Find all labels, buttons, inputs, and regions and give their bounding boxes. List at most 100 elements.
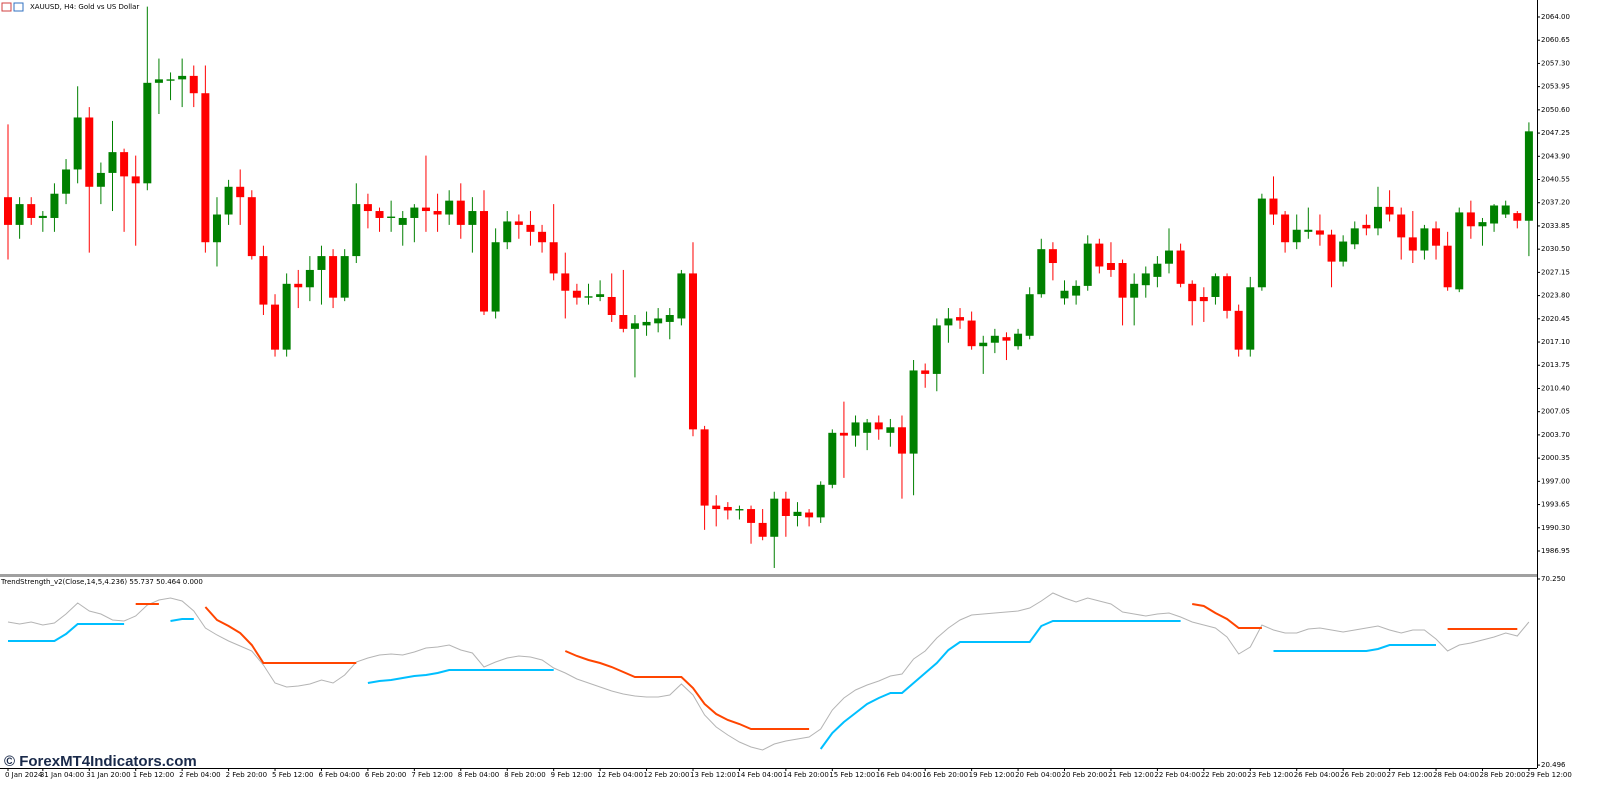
x-tick-label: 26 Feb 20:00 xyxy=(1340,771,1386,779)
candle-body xyxy=(677,273,686,319)
candle-body xyxy=(723,506,732,511)
candle-body xyxy=(166,79,175,81)
candle-body xyxy=(1223,276,1232,311)
x-tick-label: 20 Feb 04:00 xyxy=(1015,771,1061,779)
candle-body xyxy=(1060,290,1069,299)
candle-body xyxy=(201,93,210,243)
candle-body xyxy=(839,432,848,436)
candle-body xyxy=(456,200,465,225)
y-tick-label: 1986.95 xyxy=(1541,547,1570,555)
candle-body xyxy=(236,186,245,198)
candle-body xyxy=(445,200,454,215)
candle-body xyxy=(863,422,872,433)
candle-body xyxy=(584,296,593,298)
candle-body xyxy=(62,169,71,194)
candle-body xyxy=(1327,234,1336,262)
x-tick-label: 21 Feb 12:00 xyxy=(1108,771,1154,779)
candle-body xyxy=(549,242,558,274)
candle-body xyxy=(596,294,605,297)
candle-body xyxy=(1106,263,1115,270)
candle-body xyxy=(793,511,802,516)
candle-body xyxy=(85,117,94,187)
candle-body xyxy=(27,204,36,218)
candle-body xyxy=(561,273,570,291)
candle-body xyxy=(363,204,372,212)
candle-body xyxy=(1025,294,1034,336)
y-tick-label: 2037.20 xyxy=(1541,199,1570,207)
candle-body xyxy=(1083,243,1092,286)
y-tick-label: 1993.65 xyxy=(1541,501,1570,509)
y-tick-label: 2010.40 xyxy=(1541,384,1570,392)
candle-body xyxy=(131,176,140,184)
candle-body xyxy=(816,484,825,518)
candle-body xyxy=(874,422,883,430)
y-tick-label: 2043.90 xyxy=(1541,152,1570,160)
y-tick-label: 2040.55 xyxy=(1541,176,1570,184)
x-tick-label: 2 Feb 20:00 xyxy=(226,771,267,779)
candle-body xyxy=(1130,283,1139,298)
x-tick-label: 15 Feb 12:00 xyxy=(829,771,875,779)
candle-body xyxy=(1234,310,1243,350)
y-tick-label: 20.496 xyxy=(1541,761,1566,769)
indicator-line xyxy=(8,618,1436,750)
candle-body xyxy=(491,242,500,312)
y-tick-label: 2033.85 xyxy=(1541,222,1570,230)
candle-body xyxy=(1304,229,1313,232)
candle-body xyxy=(224,186,233,215)
candle-body xyxy=(642,321,651,326)
candle-body xyxy=(607,296,616,315)
candle-body xyxy=(73,117,82,170)
candle-body xyxy=(1408,237,1417,251)
candle-body xyxy=(758,522,767,537)
y-tick-label: 2013.75 xyxy=(1541,361,1570,369)
candle-body xyxy=(921,370,930,374)
y-tick-label: 2020.45 xyxy=(1541,315,1570,323)
candle-body xyxy=(259,256,268,305)
candle-body xyxy=(1466,212,1475,227)
candle-body xyxy=(15,204,24,225)
candle-body xyxy=(619,315,628,329)
candle-body xyxy=(909,370,918,454)
candle-body xyxy=(1432,228,1441,246)
candle-body xyxy=(538,231,547,243)
candle-body xyxy=(375,211,384,218)
candle-body xyxy=(352,204,361,257)
candle-body xyxy=(410,207,419,218)
candle-body xyxy=(747,509,756,523)
candle-body xyxy=(1153,263,1162,277)
y-tick-label: 2003.70 xyxy=(1541,431,1570,439)
candle-body xyxy=(1443,245,1452,288)
x-tick-label: 8 Feb 20:00 xyxy=(504,771,545,779)
candle-body xyxy=(1373,206,1382,229)
candle-body xyxy=(1501,205,1510,215)
candle-body xyxy=(4,197,12,225)
candle-body xyxy=(956,317,965,321)
x-tick-label: 9 Feb 12:00 xyxy=(551,771,592,779)
candle-body xyxy=(1513,213,1522,221)
y-tick-label: 2000.35 xyxy=(1541,454,1570,462)
candle-body xyxy=(1176,250,1185,284)
x-tick-label: 8 Feb 04:00 xyxy=(458,771,499,779)
candle-body xyxy=(654,318,663,324)
y-tick-label: 2017.10 xyxy=(1541,338,1570,346)
y-tick-label: 2057.30 xyxy=(1541,59,1570,67)
x-tick-label: 0 Jan 2024 xyxy=(5,771,43,779)
candle-body xyxy=(387,216,396,218)
candle-body xyxy=(421,207,430,212)
candle-body xyxy=(1315,230,1324,235)
candle-body xyxy=(340,256,349,298)
indicator-line xyxy=(135,603,1518,730)
candle-body xyxy=(1072,285,1081,296)
y-tick-label: 2053.95 xyxy=(1541,83,1570,91)
x-tick-label: 7 Feb 12:00 xyxy=(411,771,452,779)
x-tick-label: 31 Jan 20:00 xyxy=(86,771,130,779)
candle-body xyxy=(1478,222,1487,227)
candle-body xyxy=(990,335,999,343)
candle-body xyxy=(630,323,639,329)
y-tick-label: 2050.60 xyxy=(1541,106,1570,114)
x-tick-label: 14 Feb 04:00 xyxy=(736,771,782,779)
chart-title: XAUUSD, H4: Gold vs US Dollar xyxy=(30,3,139,11)
x-tick-label: 23 Feb 12:00 xyxy=(1247,771,1293,779)
candle-body xyxy=(398,217,407,225)
